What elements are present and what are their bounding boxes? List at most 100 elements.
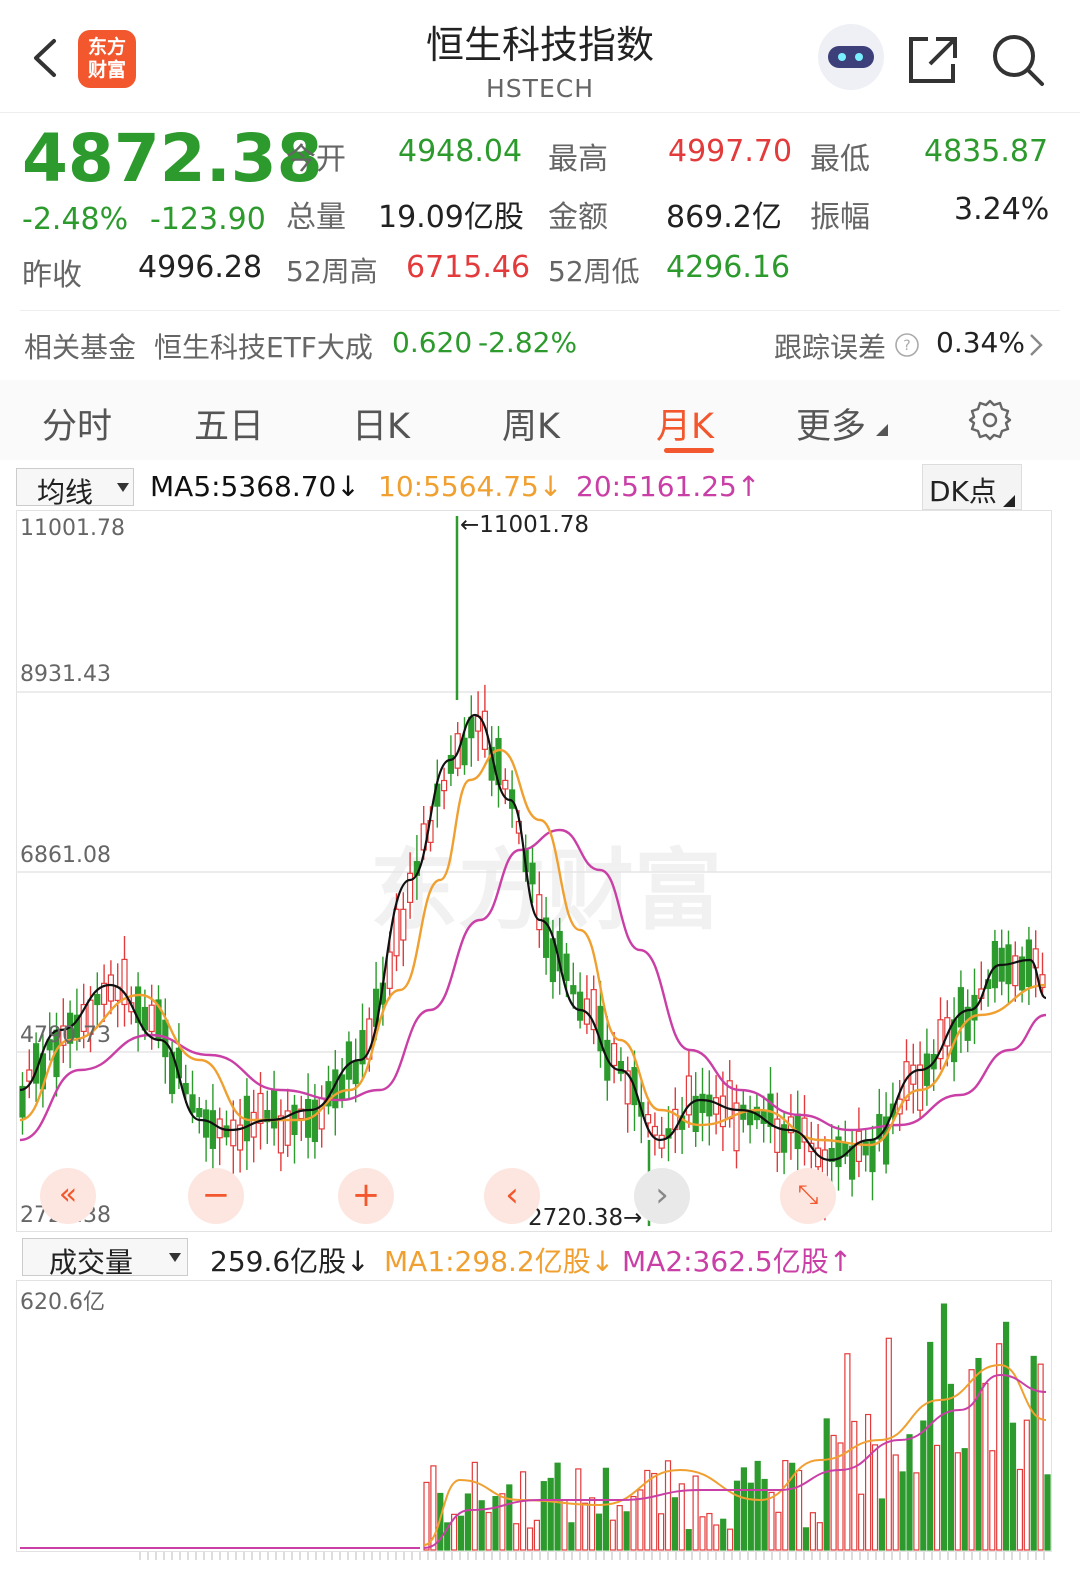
- candle: [73, 1014, 81, 1038]
- zoom-in-icon[interactable]: +: [338, 1168, 394, 1224]
- volume-bar: [513, 1523, 520, 1551]
- volume-bar: [754, 1460, 761, 1551]
- volume-bar: [851, 1420, 858, 1551]
- tab-monthly-k[interactable]: 月K: [656, 407, 714, 447]
- scroll-left-icon[interactable]: ‹: [484, 1168, 540, 1224]
- zoom-out-icon[interactable]: −: [188, 1168, 244, 1224]
- ma20-line: [19, 828, 1047, 1142]
- candle: [910, 1064, 917, 1085]
- volume-bar: [720, 1518, 727, 1551]
- indicator-select[interactable]: 均线: [16, 468, 134, 509]
- volume-bar: [471, 1461, 478, 1551]
- candle: [801, 1117, 808, 1143]
- scroll-to-start-icon[interactable]: «: [40, 1168, 96, 1224]
- volume-bar: [506, 1484, 513, 1551]
- fullscreen-icon[interactable]: ⤡: [780, 1168, 836, 1224]
- page-title: 恒生科技指数: [425, 23, 654, 67]
- volume-bar: [913, 1472, 920, 1551]
- volume-bar: [430, 1465, 437, 1551]
- candle: [1039, 974, 1046, 989]
- low-value: 4835.87: [924, 134, 1049, 169]
- app-logo[interactable]: 东方 财富: [78, 30, 136, 88]
- candle: [502, 779, 509, 790]
- candle: [624, 1070, 631, 1105]
- volume-bar: [685, 1529, 692, 1551]
- candle: [237, 1124, 244, 1151]
- volume-bar: [664, 1460, 672, 1551]
- candle: [271, 1089, 278, 1129]
- kline-chart-area[interactable]: [16, 510, 1052, 1232]
- volume-axis-max: 620.6亿: [20, 1290, 105, 1315]
- volume-bar: [644, 1469, 651, 1551]
- related-fund-row[interactable]: 相关基金 恒生科技ETF大成 0.620 -2.82% 跟踪误差 ? 0.34%: [0, 318, 1080, 372]
- min-price-annotation: 2720.38→: [528, 1205, 643, 1231]
- amplitude-value: 3.24%: [954, 192, 1050, 227]
- volume-bar: [623, 1511, 630, 1551]
- volume-bar: [933, 1444, 941, 1551]
- tab-daily-k[interactable]: 日K: [352, 407, 410, 447]
- help-icon[interactable]: ?: [894, 332, 920, 358]
- ma5-value: MA5:5368.70↓: [150, 470, 360, 503]
- volume-chart-area[interactable]: [16, 1280, 1052, 1552]
- settings-gear-icon[interactable]: [968, 398, 1012, 442]
- tracking-error-value: 0.34%: [936, 326, 1025, 359]
- ma5-line: [19, 713, 1047, 1162]
- open-label: 今开: [286, 142, 346, 177]
- volume-bar: [464, 1493, 471, 1551]
- share-icon[interactable]: [906, 34, 960, 86]
- candle: [386, 951, 393, 989]
- candle: [991, 941, 999, 989]
- tab-intraday[interactable]: 分时: [42, 407, 113, 447]
- candle: [148, 1004, 155, 1033]
- volume-bar: [554, 1462, 561, 1551]
- dk-point-button[interactable]: DK点: [922, 464, 1022, 510]
- volume-bar: [499, 1493, 506, 1551]
- week52-high-label: 52周高: [286, 255, 378, 288]
- tab-weekly-k[interactable]: 周K: [502, 407, 560, 447]
- volume-bar: [906, 1434, 913, 1551]
- back-arrow-icon[interactable]: [30, 38, 60, 78]
- volume-ma2-line: [423, 1373, 1047, 1549]
- scroll-right-icon[interactable]: ›: [634, 1168, 690, 1224]
- indicator-select-value: 均线: [37, 476, 94, 509]
- volume-bar: [768, 1491, 775, 1551]
- high-value: 4997.70: [668, 134, 793, 169]
- candle: [780, 1124, 788, 1153]
- volume-bar: [706, 1512, 713, 1551]
- assistant-robot-icon[interactable]: [818, 24, 884, 90]
- volume-bar: [457, 1515, 465, 1551]
- candle: [447, 754, 454, 774]
- chevron-right-icon[interactable]: [1028, 332, 1044, 358]
- volume-bar: [519, 1471, 527, 1551]
- volume-bar: [858, 1493, 865, 1551]
- candle: [359, 1030, 366, 1065]
- volume-bar: [996, 1343, 1003, 1551]
- candle: [121, 958, 128, 1006]
- candle: [277, 1115, 284, 1154]
- volume-bar: [616, 1505, 623, 1551]
- candle: [597, 1005, 604, 1052]
- candle: [590, 989, 597, 1031]
- volume-bar: [1023, 1419, 1030, 1551]
- candle: [26, 1069, 33, 1082]
- prev-close-label: 昨收: [22, 258, 82, 293]
- candle: [1025, 939, 1033, 988]
- candle: [685, 1075, 693, 1116]
- volume-bar: [657, 1513, 665, 1551]
- candle: [461, 737, 468, 766]
- quote-panel: 4872.38 -2.48% -123.90 昨收 4996.28 今开 494…: [0, 114, 1080, 309]
- fund-label: 相关基金: [24, 331, 137, 364]
- candle: [135, 986, 142, 1024]
- volume-indicator-select[interactable]: 成交量: [22, 1238, 188, 1279]
- volume-bar: [637, 1489, 644, 1551]
- tab-five-day[interactable]: 五日: [194, 407, 265, 447]
- search-icon[interactable]: [990, 32, 1046, 88]
- volume-bar: [726, 1528, 734, 1551]
- amplitude-label: 振幅: [810, 200, 870, 235]
- candle: [298, 1108, 305, 1120]
- candle: [345, 1041, 352, 1080]
- candle: [862, 1141, 869, 1156]
- tab-more[interactable]: 更多: [796, 407, 867, 447]
- volume-bar: [761, 1478, 768, 1551]
- dropdown-arrow-icon: [117, 483, 129, 492]
